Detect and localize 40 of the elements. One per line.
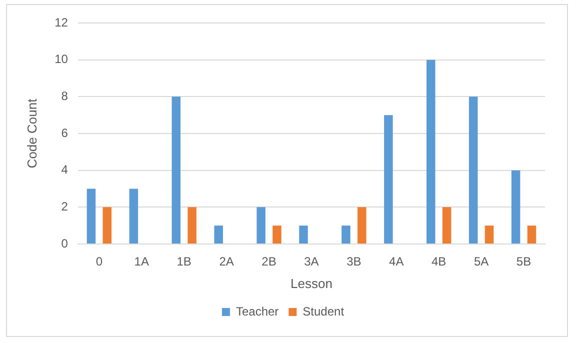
bar xyxy=(188,207,196,244)
bar xyxy=(527,226,536,244)
x-tick-label: 3B xyxy=(346,254,362,269)
legend-label: Teacher xyxy=(236,304,279,318)
bar xyxy=(129,188,138,244)
x-tick-label: 2B xyxy=(262,254,276,269)
x-tick-label: 1B xyxy=(176,254,192,269)
legend-label: Student xyxy=(302,304,345,318)
x-tick-label: 0 xyxy=(96,254,103,269)
x-axis-title: Lesson xyxy=(290,276,332,291)
bar xyxy=(214,226,223,244)
bar xyxy=(442,207,452,244)
x-tick-label: 4A xyxy=(389,254,404,269)
y-tick-label: 0 xyxy=(61,236,68,250)
bar xyxy=(484,226,494,244)
x-tick-label: 3A xyxy=(304,254,319,269)
bar xyxy=(102,207,112,244)
y-tick-label: 8 xyxy=(61,88,68,103)
y-tick-label: 6 xyxy=(61,126,68,140)
x-tick-label: 2A xyxy=(219,254,234,269)
bar xyxy=(256,207,266,244)
y-tick-label: 2 xyxy=(61,199,68,214)
bar xyxy=(426,60,436,244)
y-tick-label: 4 xyxy=(61,162,68,177)
x-tick-label: 1A xyxy=(134,254,149,269)
bar xyxy=(358,207,366,244)
x-tick-label: 4B xyxy=(432,254,446,269)
y-tick-label: 10 xyxy=(54,52,68,66)
bar xyxy=(468,96,478,244)
x-tick-label: 5B xyxy=(516,254,532,269)
x-tick-label: 5A xyxy=(474,254,489,269)
bar xyxy=(299,226,308,244)
bar xyxy=(511,170,520,244)
y-axis-title: Code Count xyxy=(24,98,40,168)
bar xyxy=(86,188,96,244)
bar xyxy=(384,115,393,244)
y-tick-label: 12 xyxy=(54,15,68,30)
bar xyxy=(342,226,350,244)
bar xyxy=(172,96,181,244)
bar xyxy=(272,226,282,244)
